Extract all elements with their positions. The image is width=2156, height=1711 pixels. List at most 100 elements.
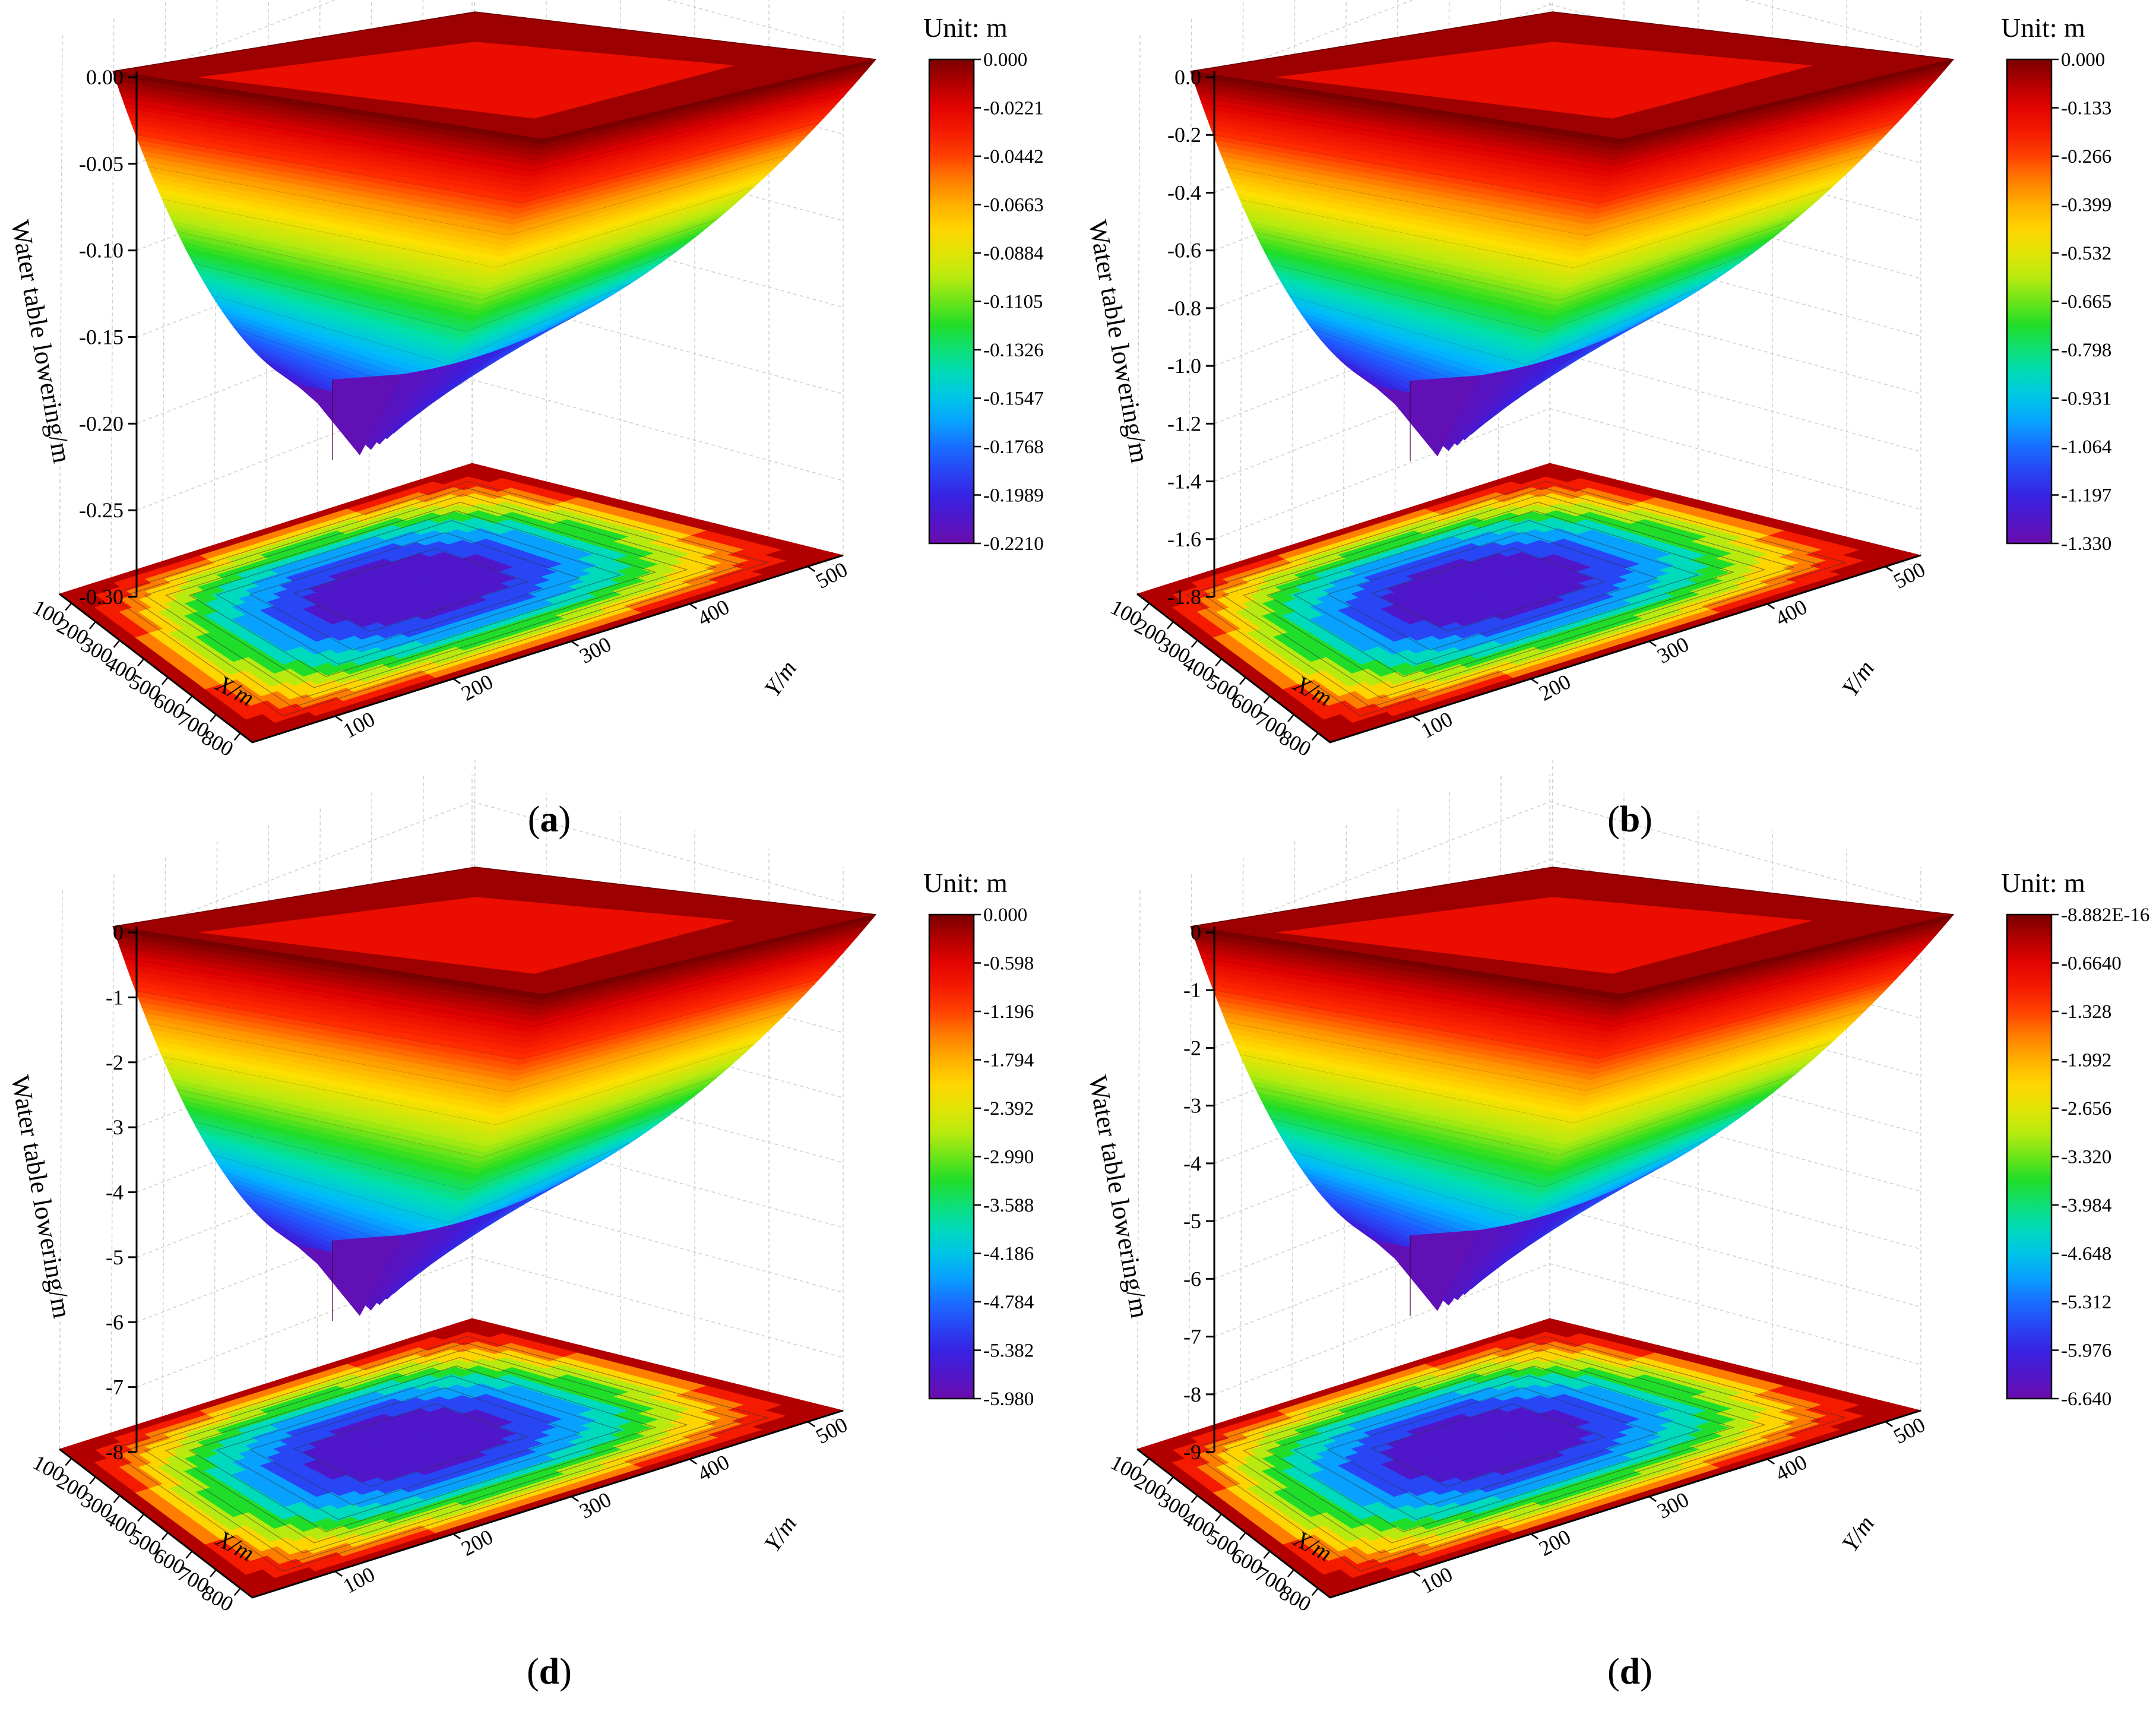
floor-contour-line — [107, 480, 770, 717]
z-tick-label: -1.4 — [1167, 470, 1201, 494]
z-tick-label: -2 — [1183, 1036, 1201, 1060]
z-tick-label: -3 — [1183, 1094, 1201, 1118]
colorbar-tick-label: -2.656 — [2061, 1098, 2111, 1119]
colorbar-tick-label: -2.392 — [983, 1098, 1034, 1119]
colorbar-tick-label: -0.6640 — [2061, 953, 2122, 975]
colorbar-tick-label: -0.598 — [983, 953, 1034, 975]
z-tick-label: -1 — [1183, 978, 1201, 1002]
z-tick-label: -1.0 — [1167, 354, 1201, 378]
z-tick-label: -8 — [1183, 1383, 1201, 1406]
colorbar-tick-label: -3.984 — [2061, 1195, 2111, 1216]
floor-contour-line — [249, 532, 581, 650]
z-tick-label: 0.0 — [1174, 65, 1201, 89]
caption-a: (a) — [527, 799, 571, 840]
z-tick-label: -0.6 — [1167, 239, 1201, 262]
floor-contour-map — [1136, 1318, 1922, 1598]
colorbar-tick-label: -1.794 — [983, 1050, 1034, 1071]
z-axis: 0.00 -0.05 -0.10 -0.15 -0.20 -0.25 -0.30 Water … — [5, 65, 138, 609]
colorbar-tick-label: -0.0442 — [983, 146, 1044, 167]
floor-contour-line — [1326, 1387, 1658, 1506]
colorbar-tick-label: -0.532 — [2061, 243, 2111, 264]
colorbar-tick-label: -2.990 — [983, 1147, 1034, 1168]
colorbar-tick-label: -0.2210 — [983, 533, 1044, 555]
colorbar-tick-label: -1.197 — [2061, 485, 2111, 507]
colorbar-tick-label: -0.1547 — [983, 388, 1044, 410]
floor-contour-line — [1370, 548, 1606, 632]
chart-d: 0 -1 -2 -3 -4 -5 -6 -7 -8 -9 Water table lowering/… — [1083, 757, 2149, 1616]
z-axis-label: Water table lowering/m — [5, 218, 77, 466]
surface-bowl — [1190, 866, 1955, 1316]
floor-contour-line — [188, 1365, 657, 1533]
caption-b: (b) — [1607, 799, 1652, 840]
colorbar-gradient — [928, 913, 975, 1400]
chart-b: 0.0 -0.2 -0.4 -0.6 -0.8 -1.0 -1.2 -1.4 -1.6 -1.8 W… — [1083, 0, 2111, 761]
floor-contour-line — [1221, 1349, 1795, 1554]
colorbar-tick-label: -4.186 — [983, 1244, 1034, 1265]
floor-contour-line — [216, 1375, 622, 1520]
floor-contour-line — [188, 510, 657, 678]
panel-c: 0 -1 -2 -3 -4 -5 -6 -7 -8 Water table lowering/m 1… — [0, 757, 1078, 1639]
floor-contour-line — [125, 487, 744, 708]
z-tick-label: -5 — [1183, 1209, 1201, 1233]
z-tick-label: -3 — [106, 1115, 124, 1139]
floor-contour-line — [1326, 532, 1658, 650]
colorbar-tick-label: -0.0884 — [983, 243, 1044, 264]
z-tick-label: -0.4 — [1167, 181, 1201, 204]
colorbar-unit: Unit: m — [2001, 868, 2085, 898]
surface-bowl — [112, 866, 877, 1321]
floor-contour-line — [216, 520, 622, 665]
z-tick-label: 0.00 — [86, 65, 124, 89]
z-tick-label: 0 — [113, 921, 124, 944]
floor-contour-line — [144, 1349, 717, 1554]
z-tick-label: -1.6 — [1167, 527, 1201, 551]
floor-contour-line — [1185, 480, 1847, 717]
colorbar-tick-label: 0.000 — [2061, 49, 2105, 71]
y-axis-label: Y/m — [759, 1511, 802, 1557]
z-tick-label: -7 — [1183, 1325, 1201, 1349]
colorbar-unit: Unit: m — [2001, 12, 2085, 43]
colorbar-tick-label: -6.640 — [2061, 1389, 2111, 1410]
z-tick-label: -0.30 — [79, 585, 124, 609]
z-axis: 0 -1 -2 -3 -4 -5 -6 -7 -8 Water table lowering/m — [5, 921, 138, 1464]
colorbar-tick-label: -0.1989 — [983, 485, 1044, 507]
colorbar-tick-label: -3.320 — [2061, 1147, 2111, 1168]
panel-b-chart: 0.0 -0.2 -0.4 -0.6 -0.8 -1.0 -1.2 -1.4 -1.6 -1.8 W… — [1083, 0, 2111, 761]
colorbar-tick-label: -0.1105 — [983, 292, 1043, 313]
floor-contour-map — [59, 463, 844, 743]
z-axis: 0 -1 -2 -3 -4 -5 -6 -7 -8 -9 Water table lowering/… — [1083, 921, 1215, 1464]
floor-contour-line — [249, 1387, 581, 1506]
z-tick-label: -2 — [106, 1051, 124, 1074]
z-tick-label: 0 — [1191, 921, 1201, 944]
caption-d: (d) — [1607, 1652, 1652, 1692]
floor-contour-line — [293, 1403, 528, 1487]
z-tick-label: -4 — [106, 1181, 124, 1204]
z-tick-label: -0.05 — [79, 152, 124, 176]
colorbar-tick-label: -5.312 — [2061, 1292, 2111, 1313]
colorbar-tick-label: -0.133 — [2061, 98, 2111, 119]
colorbar-tick-label: -0.665 — [2061, 292, 2111, 313]
z-tick-label: -0.25 — [79, 498, 124, 522]
colorbar: 0.000 -0.598 -1.196 -1.794 -2.392 -2.990 -3.58… — [923, 868, 1034, 1410]
colorbar-tick-label: -0.0663 — [983, 195, 1044, 216]
colorbar-tick-label: -1.064 — [2061, 437, 2111, 458]
colorbar-tick-label: -0.798 — [2061, 340, 2111, 361]
caption-c: (d) — [527, 1652, 572, 1692]
colorbar-tick-label: -5.382 — [983, 1340, 1034, 1362]
colorbar-tick-label: -8.882E-16 — [2061, 904, 2149, 926]
panel-a-chart: 0.00 -0.05 -0.10 -0.15 -0.20 -0.25 -0.30 Water … — [5, 0, 1044, 761]
colorbar-tick-label: -1.330 — [2061, 533, 2111, 555]
colorbar-tick-label: -0.1768 — [983, 437, 1044, 458]
colorbar-gradient — [928, 58, 975, 545]
z-tick-label: -9 — [1183, 1440, 1201, 1464]
floor-contour-line — [165, 501, 688, 688]
colorbar-gradient — [2006, 58, 2053, 545]
floor-contour-line — [1202, 487, 1822, 708]
colorbar-unit: Unit: m — [923, 868, 1008, 898]
colorbar-tick-label: -1.196 — [983, 1001, 1034, 1023]
colorbar-tick-label: -5.976 — [2061, 1340, 2111, 1362]
z-tick-label: -6 — [106, 1310, 124, 1334]
z-tick-label: -0.15 — [79, 325, 124, 349]
floor-contour-line — [107, 1336, 770, 1572]
colorbar-tick-label: -4.648 — [2061, 1244, 2111, 1265]
